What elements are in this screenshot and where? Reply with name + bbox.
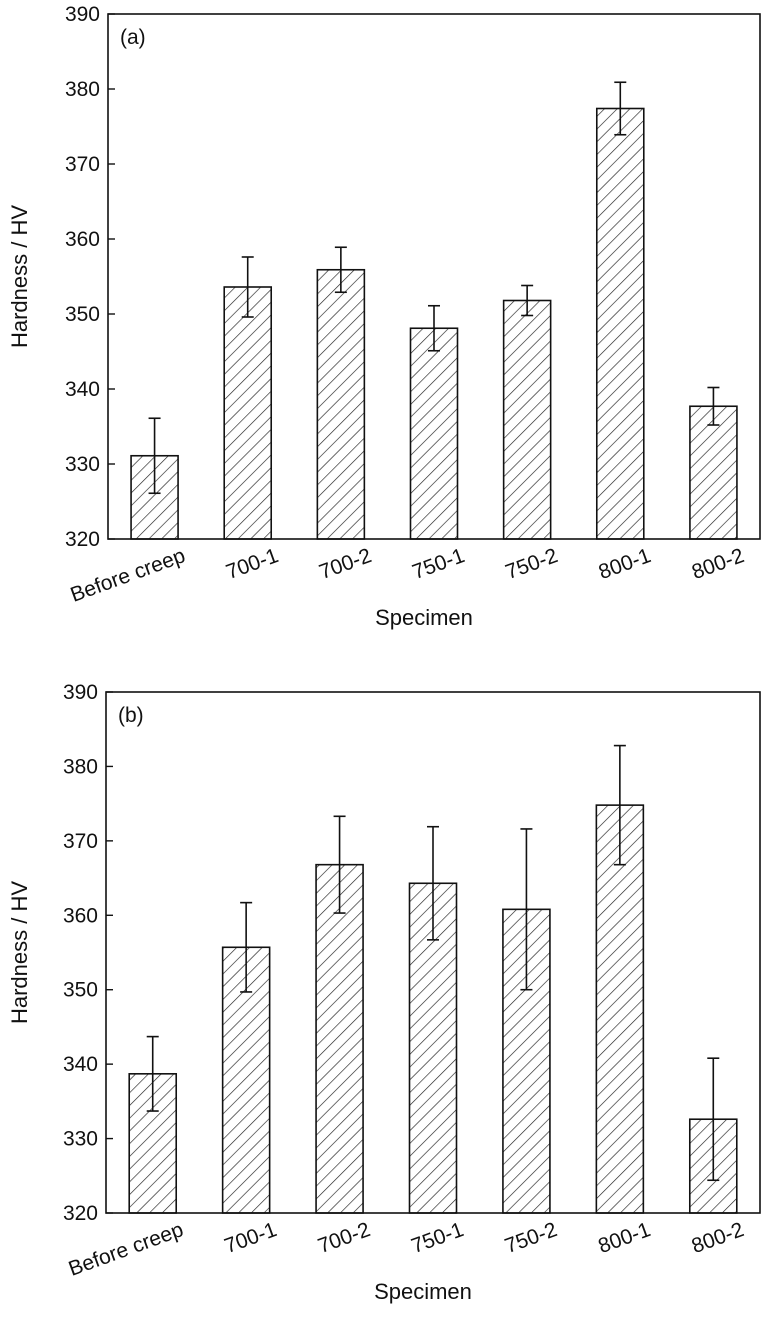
y-tick-label: 360 [63, 904, 98, 927]
x-tick-label: 700-2 [316, 544, 374, 584]
y-axis-title: Hardness / HV [7, 205, 32, 348]
chart-panel-b: 320 330 340 350 360 370 380 390 Before creep 700-… [7, 681, 761, 1304]
y-tick-label: 380 [65, 78, 100, 101]
y-tick-label: 370 [63, 830, 98, 853]
error-bar [241, 256, 254, 318]
y-tick-label: 330 [63, 1128, 98, 1151]
x-tick-label: 700-1 [222, 1218, 280, 1258]
bar [502, 299, 552, 540]
y-axis-title: Hardness / HV [7, 881, 32, 1024]
plot-frame [107, 13, 761, 540]
error-bar [333, 815, 346, 914]
x-tick-label: Before creep [66, 1218, 187, 1281]
y-tick-label: 350 [63, 979, 98, 1002]
error-bar [707, 386, 720, 426]
error-bar [240, 901, 253, 993]
x-tick-label: 750-1 [408, 1218, 466, 1258]
error-bar [613, 744, 626, 866]
x-tick-label: 750-2 [502, 1218, 560, 1258]
panel-label: (a) [120, 26, 146, 49]
bar [223, 286, 273, 540]
x-tick-label: 800-2 [689, 1218, 747, 1258]
bar [689, 405, 738, 540]
error-bar [427, 825, 439, 941]
x-axis-title: Specimen [375, 605, 473, 630]
bar [315, 863, 364, 1214]
error-bar [707, 1057, 720, 1182]
x-tick-label: 700-2 [315, 1218, 373, 1258]
y-tick-label: 330 [65, 453, 100, 476]
error-bar [520, 828, 533, 991]
x-tick-label: 750-2 [503, 544, 561, 584]
bar [316, 268, 366, 540]
bar [595, 107, 645, 540]
y-tick-label: 340 [65, 378, 100, 401]
error-bar [146, 1035, 159, 1112]
bar [595, 804, 645, 1214]
x-tick-label: Before creep [67, 544, 188, 607]
y-tick-label: 340 [63, 1053, 98, 1076]
panel-label: (b) [118, 704, 144, 727]
error-bar [614, 81, 627, 136]
error-bar [428, 304, 440, 352]
x-tick-label: 700-1 [223, 544, 281, 584]
x-tick-label: 800-1 [595, 1218, 653, 1258]
x-tick-label: 800-2 [689, 544, 747, 584]
y-tick-label: 350 [65, 303, 100, 326]
y-tick-label: 390 [65, 3, 100, 26]
y-tick-label: 390 [63, 681, 98, 704]
error-bar [521, 284, 534, 317]
y-tick-label: 370 [65, 153, 100, 176]
y-tick-label: 380 [63, 755, 98, 778]
chart-panel-a: 320 330 340 350 360 370 380 390 Before creep 700-… [7, 3, 761, 630]
y-tick-label: 320 [63, 1202, 98, 1225]
x-tick-label: 800-1 [596, 544, 654, 584]
bar [409, 327, 459, 540]
error-bar [148, 417, 161, 495]
x-tick-label: 750-1 [409, 544, 467, 584]
plot-frame [105, 691, 761, 1214]
y-tick-label: 360 [65, 228, 100, 251]
y-tick-label: 320 [65, 528, 100, 551]
error-bar [334, 246, 347, 294]
x-axis-title: Specimen [374, 1279, 472, 1304]
